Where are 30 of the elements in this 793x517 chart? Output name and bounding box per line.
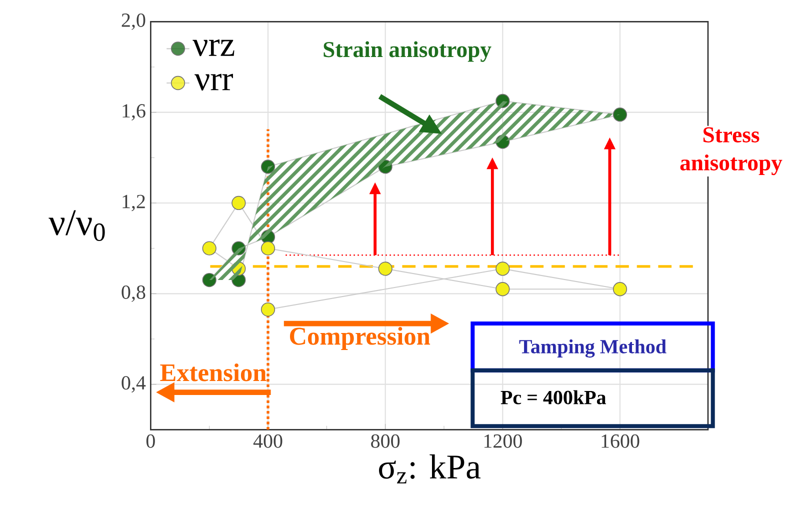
annotation: Strain anisotropy <box>324 41 492 62</box>
point <box>378 262 392 276</box>
point <box>260 302 276 317</box>
point <box>496 262 510 276</box>
point <box>496 282 510 296</box>
legend-label: νrz <box>192 40 234 56</box>
x-tick-label: 800 <box>371 434 400 448</box>
point <box>612 108 628 122</box>
y-tick-label: 1,6 <box>122 104 146 120</box>
point <box>232 196 246 210</box>
y-tick-label: 1,2 <box>122 194 145 212</box>
annotation: Pc = 400kPa <box>500 390 606 404</box>
x-tick-label: 400 <box>253 434 282 448</box>
point <box>260 241 276 256</box>
point <box>202 272 216 288</box>
point <box>612 282 628 296</box>
y-axis-title: ν/ν$_{0}$ <box>48 210 105 242</box>
point <box>202 241 216 256</box>
x-tick-label: 0 <box>146 434 155 448</box>
annotation: Tamping Method <box>519 339 666 358</box>
x-tick-label: 1600 <box>602 434 640 448</box>
x-tick-label: 1200 <box>484 434 522 448</box>
legend-label: νrr <box>194 74 233 90</box>
y-tick-label: 2,0 <box>122 13 146 30</box>
x-axis-title: σ$_{z}$: kPa <box>378 454 480 484</box>
y-tick-label: 0,4 <box>122 376 146 393</box>
y-tick-label: 0,8 <box>122 285 146 302</box>
annotation: Stress anisotropy <box>680 127 782 176</box>
annotation: Extension <box>160 363 266 382</box>
annotation: Compression <box>290 327 430 350</box>
